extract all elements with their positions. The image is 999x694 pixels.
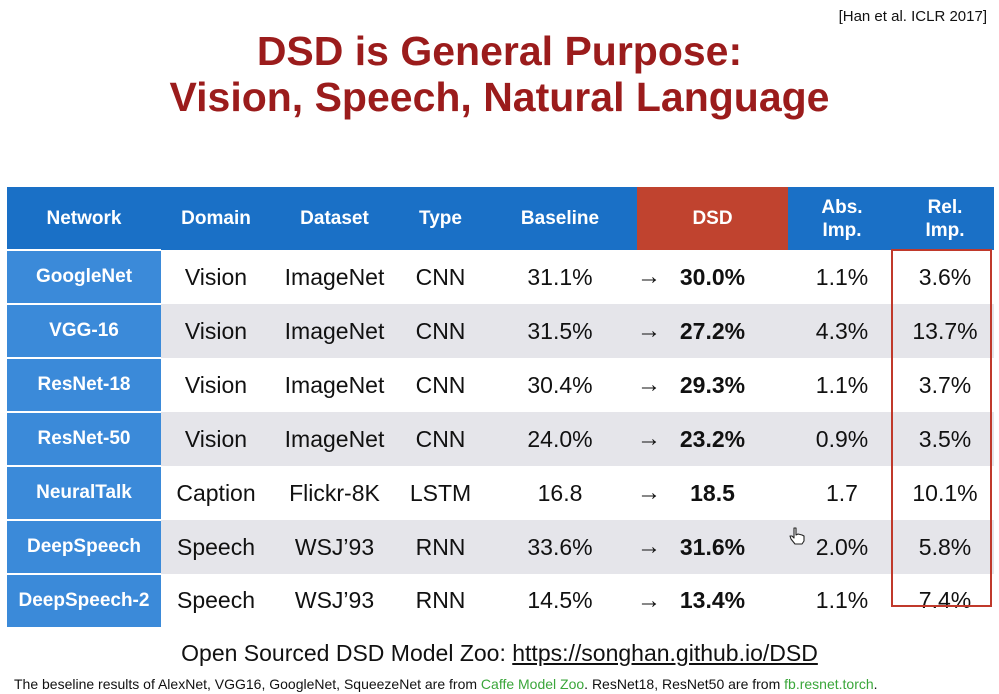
- cell-dsd: 27.2%: [637, 304, 788, 358]
- cell-type: CNN: [398, 304, 483, 358]
- cell-dataset: WSJ’93: [271, 520, 398, 574]
- title-line-1: DSD is General Purpose:: [256, 28, 743, 74]
- table-row: NeuralTalkCaptionFlickr-8KLSTM16.8→18.51…: [7, 465, 994, 520]
- cell-network: ResNet-50: [7, 411, 161, 466]
- cell-rel-imp: 3.6%: [896, 250, 994, 304]
- cell-network: DeepSpeech-2: [7, 573, 161, 627]
- cell-abs-imp: 1.7: [788, 466, 896, 520]
- table-row: VGG-16VisionImageNetCNN31.5%→27.2%4.3%13…: [7, 303, 994, 358]
- cell-baseline: 24.0%: [483, 412, 637, 466]
- cell-dsd: 18.5: [637, 466, 788, 520]
- model-zoo-link[interactable]: https://songhan.github.io/DSD: [512, 640, 818, 666]
- table-row: ResNet-50VisionImageNetCNN24.0%→23.2%0.9…: [7, 411, 994, 466]
- header-rel-imp-line2: Imp.: [925, 219, 965, 241]
- cell-domain: Vision: [161, 358, 271, 412]
- cell-type: CNN: [398, 412, 483, 466]
- cell-rel-imp: 7.4%: [896, 574, 994, 627]
- cell-network: GoogleNet: [7, 249, 161, 304]
- hand-pointer-icon: [789, 527, 805, 545]
- header-dataset: Dataset: [271, 187, 398, 250]
- cell-network: NeuralTalk: [7, 465, 161, 520]
- cell-dsd: 13.4%: [637, 574, 788, 627]
- header-rel-imp-line1: Rel.: [927, 196, 963, 218]
- footnote-text-1: The beseline results of AlexNet, VGG16, …: [14, 676, 481, 692]
- cell-dsd: 30.0%: [637, 250, 788, 304]
- cell-abs-imp: 0.9%: [788, 412, 896, 466]
- cell-rel-imp: 5.8%: [896, 520, 994, 574]
- header-abs-imp: Abs. Imp.: [788, 187, 896, 250]
- cell-dsd: 23.2%: [637, 412, 788, 466]
- cell-domain: Caption: [161, 466, 271, 520]
- cell-baseline: 30.4%: [483, 358, 637, 412]
- table-row: ResNet-18VisionImageNetCNN30.4%→29.3%1.1…: [7, 357, 994, 412]
- header-type: Type: [398, 187, 483, 250]
- cell-abs-imp: 2.0%: [788, 520, 896, 574]
- cell-abs-imp: 1.1%: [788, 358, 896, 412]
- title-line-2: Vision, Speech, Natural Language: [169, 74, 830, 120]
- cell-dataset: Flickr-8K: [271, 466, 398, 520]
- cell-network: ResNet-18: [7, 357, 161, 412]
- table-header-row: Network Domain Dataset Type Baseline DSD…: [7, 187, 994, 250]
- cell-domain: Vision: [161, 250, 271, 304]
- header-baseline: Baseline: [483, 187, 637, 250]
- footnote: The beseline results of AlexNet, VGG16, …: [14, 676, 878, 692]
- cell-dataset: WSJ’93: [271, 574, 398, 627]
- table-row: DeepSpeech-2SpeechWSJ’93RNN14.5%→13.4%1.…: [7, 573, 994, 627]
- cell-baseline: 16.8: [483, 466, 637, 520]
- cell-baseline: 31.1%: [483, 250, 637, 304]
- table-row: DeepSpeechSpeechWSJ’93RNN33.6%→31.6%2.0%…: [7, 519, 994, 574]
- cell-dataset: ImageNet: [271, 412, 398, 466]
- cell-network: VGG-16: [7, 303, 161, 358]
- cell-dsd: 29.3%: [637, 358, 788, 412]
- cell-domain: Vision: [161, 412, 271, 466]
- footnote-text-2: . ResNet18, ResNet50 are from: [584, 676, 785, 692]
- header-abs-imp-line2: Imp.: [822, 219, 862, 241]
- slide-title: DSD is General Purpose: Vision, Speech, …: [0, 28, 999, 120]
- cell-type: LSTM: [398, 466, 483, 520]
- model-zoo-label: Open Sourced DSD Model Zoo:: [181, 640, 513, 666]
- cell-type: RNN: [398, 574, 483, 627]
- results-table: Network Domain Dataset Type Baseline DSD…: [7, 187, 994, 627]
- footnote-text-3: .: [873, 676, 878, 692]
- table-row: GoogleNetVisionImageNetCNN31.1%→30.0%1.1…: [7, 249, 994, 304]
- cell-rel-imp: 13.7%: [896, 304, 994, 358]
- cell-baseline: 33.6%: [483, 520, 637, 574]
- cell-baseline: 31.5%: [483, 304, 637, 358]
- header-network: Network: [7, 187, 161, 250]
- cell-abs-imp: 1.1%: [788, 250, 896, 304]
- cell-type: CNN: [398, 250, 483, 304]
- caffe-model-zoo-link[interactable]: Caffe Model Zoo: [480, 676, 585, 692]
- citation: [Han et al. ICLR 2017]: [838, 8, 987, 25]
- cell-domain: Speech: [161, 574, 271, 627]
- cell-type: CNN: [398, 358, 483, 412]
- fb-resnet-torch-link[interactable]: fb.resnet.torch: [784, 676, 874, 692]
- cell-domain: Vision: [161, 304, 271, 358]
- cell-rel-imp: 3.5%: [896, 412, 994, 466]
- cell-abs-imp: 1.1%: [788, 574, 896, 627]
- cell-dataset: ImageNet: [271, 358, 398, 412]
- header-dsd: DSD: [637, 187, 788, 250]
- model-zoo-line: Open Sourced DSD Model Zoo: https://song…: [0, 640, 999, 667]
- cell-rel-imp: 10.1%: [896, 466, 994, 520]
- table-body: GoogleNetVisionImageNetCNN31.1%→30.0%1.1…: [7, 249, 994, 627]
- cell-network: DeepSpeech: [7, 519, 161, 574]
- cell-rel-imp: 3.7%: [896, 358, 994, 412]
- cell-baseline: 14.5%: [483, 574, 637, 627]
- header-domain: Domain: [161, 187, 271, 250]
- cell-dataset: ImageNet: [271, 304, 398, 358]
- cell-domain: Speech: [161, 520, 271, 574]
- cell-type: RNN: [398, 520, 483, 574]
- cell-dsd: 31.6%: [637, 520, 788, 574]
- cell-abs-imp: 4.3%: [788, 304, 896, 358]
- header-abs-imp-line1: Abs.: [821, 196, 863, 218]
- header-rel-imp: Rel. Imp.: [896, 187, 994, 250]
- cell-dataset: ImageNet: [271, 250, 398, 304]
